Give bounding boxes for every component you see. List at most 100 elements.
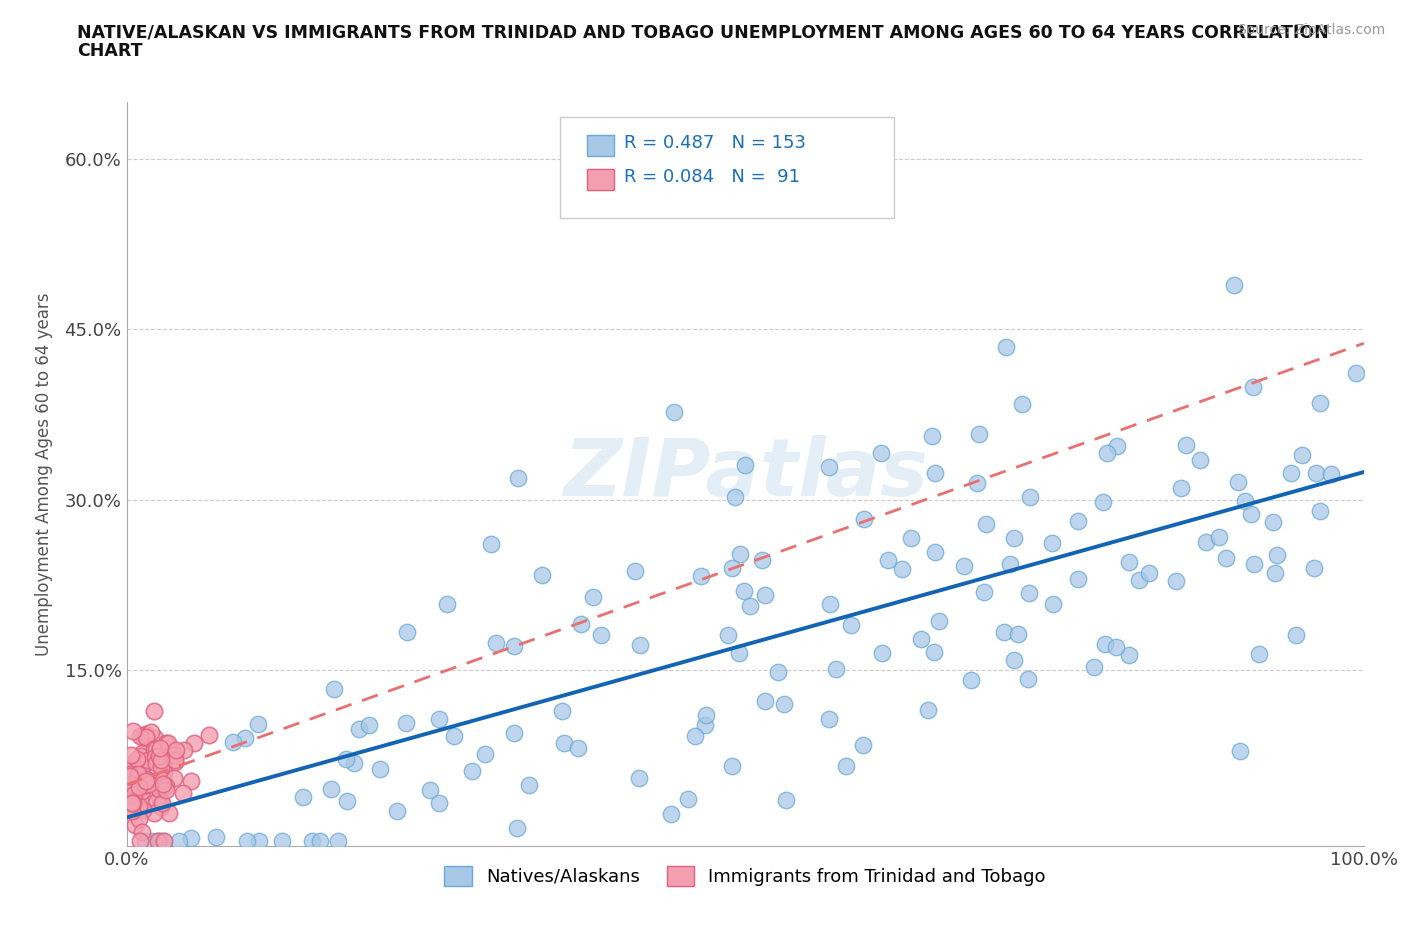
Point — [461, 764, 484, 778]
Point — [319, 781, 342, 796]
Point — [721, 561, 744, 576]
Point — [502, 725, 524, 740]
Point — [550, 704, 572, 719]
Point — [183, 736, 205, 751]
Point — [1042, 597, 1064, 612]
Point — [1264, 565, 1286, 580]
Point — [1017, 671, 1039, 686]
Point — [443, 728, 465, 743]
Point — [1240, 507, 1263, 522]
Point — [1291, 447, 1313, 462]
Point — [120, 748, 142, 763]
Point — [150, 795, 173, 810]
Point — [134, 833, 156, 848]
Point — [1195, 535, 1218, 550]
Point — [591, 628, 613, 643]
Point — [659, 806, 682, 821]
Point — [1000, 557, 1022, 572]
Point — [1261, 514, 1284, 529]
Point — [818, 597, 841, 612]
Point — [132, 776, 155, 790]
Point — [1226, 474, 1249, 489]
Point — [775, 792, 797, 807]
Point — [152, 761, 174, 776]
Point — [153, 745, 176, 760]
Point — [1229, 743, 1251, 758]
Point — [1233, 494, 1256, 509]
Point — [506, 472, 529, 486]
Point — [419, 782, 441, 797]
Text: ZIPatlas: ZIPatlas — [562, 435, 928, 513]
Point — [135, 771, 157, 786]
Point — [152, 833, 174, 848]
Point — [1170, 481, 1192, 496]
Point — [118, 761, 141, 776]
Point — [969, 427, 991, 442]
Point — [236, 833, 259, 848]
Point — [120, 769, 142, 784]
Point — [1105, 640, 1128, 655]
Point — [121, 802, 143, 817]
Point — [149, 753, 172, 768]
Text: R = 0.084   N =  91: R = 0.084 N = 91 — [624, 168, 800, 186]
Point — [690, 568, 713, 583]
Point — [485, 636, 508, 651]
Bar — [586, 169, 614, 190]
Point — [1189, 452, 1212, 467]
Point — [149, 791, 172, 806]
Point — [1309, 503, 1331, 518]
Point — [1018, 490, 1040, 505]
Point — [142, 742, 165, 757]
Point — [959, 673, 981, 688]
Point — [198, 727, 221, 742]
Point — [142, 805, 165, 820]
Point — [1309, 395, 1331, 410]
Point — [128, 777, 150, 791]
Point — [724, 490, 747, 505]
Bar — [586, 135, 614, 156]
Point — [917, 703, 939, 718]
Point — [1066, 572, 1088, 587]
Point — [1241, 380, 1264, 395]
Point — [733, 583, 755, 598]
Point — [506, 821, 529, 836]
Point — [1303, 561, 1326, 576]
Point — [128, 799, 150, 814]
Point — [301, 833, 323, 848]
Point — [135, 730, 157, 745]
Point — [326, 833, 349, 848]
Point — [129, 761, 152, 776]
Point — [131, 749, 153, 764]
Point — [754, 693, 776, 708]
Point — [974, 516, 997, 531]
Point — [817, 711, 839, 726]
Legend: Natives/Alaskans, Immigrants from Trinidad and Tobago: Natives/Alaskans, Immigrants from Trinid… — [437, 858, 1053, 893]
Point — [1118, 647, 1140, 662]
Point — [683, 729, 706, 744]
Point — [115, 760, 138, 775]
Point — [125, 802, 148, 817]
Point — [136, 752, 159, 767]
Point — [131, 824, 153, 839]
Point — [1083, 660, 1105, 675]
Point — [1285, 628, 1308, 643]
Point — [148, 782, 170, 797]
Text: NATIVE/ALASKAN VS IMMIGRANTS FROM TRINIDAD AND TOBAGO UNEMPLOYMENT AMONG AGES 60: NATIVE/ALASKAN VS IMMIGRANTS FROM TRINID… — [77, 23, 1329, 41]
Point — [115, 770, 138, 785]
Point — [139, 724, 162, 739]
Point — [335, 752, 357, 767]
Point — [695, 707, 717, 722]
Point — [134, 777, 156, 792]
Point — [869, 446, 891, 461]
Point — [1092, 494, 1115, 509]
Point — [143, 750, 166, 764]
Point — [127, 766, 149, 781]
Point — [721, 758, 744, 773]
Point — [693, 717, 716, 732]
Point — [738, 598, 761, 613]
Point — [131, 765, 153, 780]
Point — [818, 459, 841, 474]
Point — [1002, 530, 1025, 545]
Point — [163, 747, 186, 762]
Point — [143, 730, 166, 745]
